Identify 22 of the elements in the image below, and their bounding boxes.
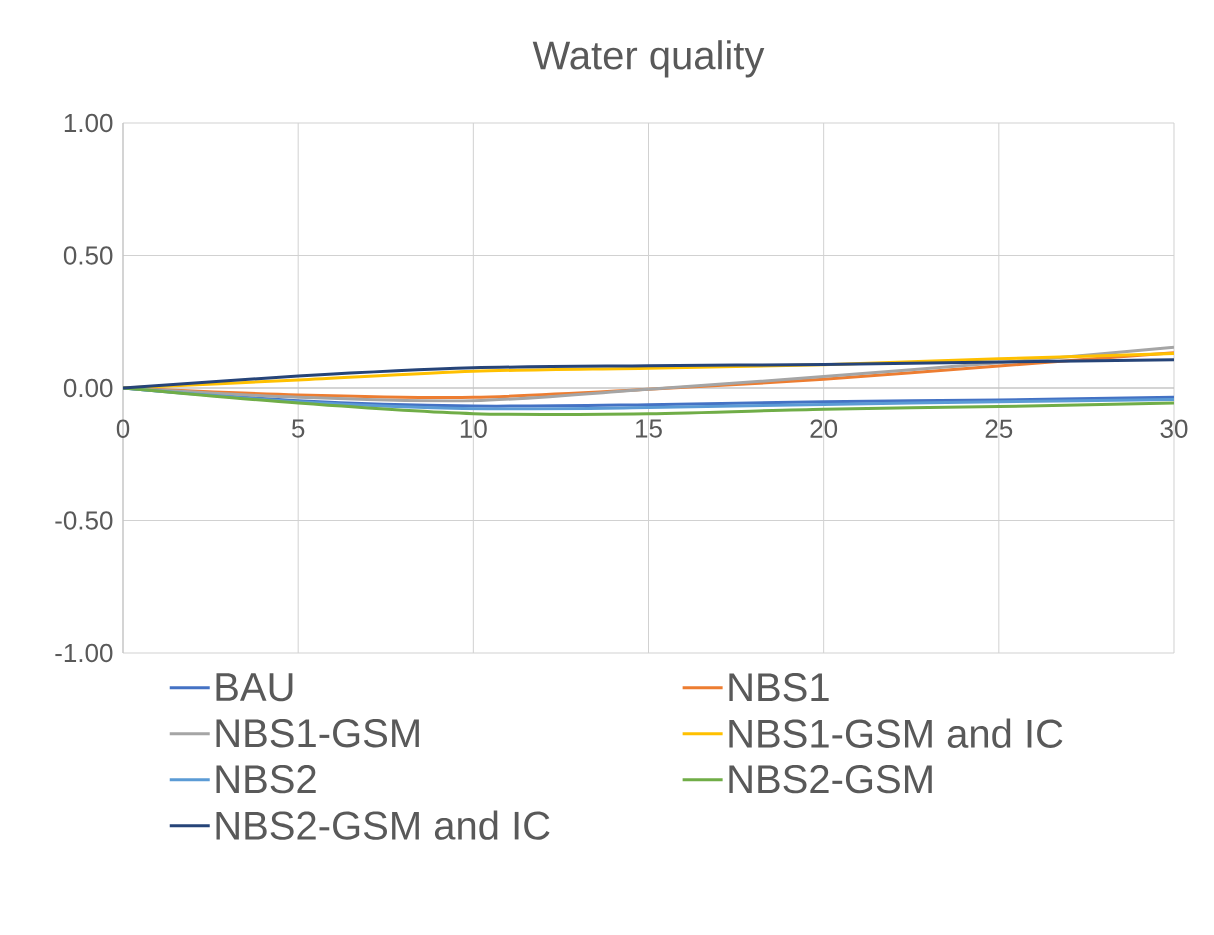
x-tick-label: 0: [116, 419, 130, 438]
x-tick-label: 20: [810, 419, 838, 438]
x-tick-label: 25: [985, 419, 1013, 438]
x-tick-label: 15: [636, 419, 662, 438]
x-tick-label: 5: [291, 419, 305, 438]
y-tick-label: -1.00: [55, 643, 113, 663]
y-tick-label: 1.00: [64, 113, 113, 133]
y-tick-label: 0.00: [63, 378, 113, 398]
x-tick-label: 10: [460, 419, 487, 438]
legend-label: NBS1-GSM: [216, 719, 419, 748]
chart-title: Water quality: [532, 40, 765, 78]
legend-label: NBS2-GSM and IC: [216, 810, 550, 840]
legend-label: NBS2-GSM: [729, 765, 932, 794]
legend-label: BAU: [216, 673, 293, 702]
legend-label: NBS2: [216, 765, 316, 794]
legend-label: NBS1-GSM and IC: [729, 718, 1063, 748]
x-tick-label: 30: [1160, 419, 1188, 438]
y-tick-label: -0.50: [55, 511, 113, 530]
line-series: [123, 358, 1174, 390]
legend-label: NBS1: [729, 673, 829, 702]
line-series: [123, 386, 1174, 417]
y-tick-label: 0.50: [63, 246, 113, 265]
